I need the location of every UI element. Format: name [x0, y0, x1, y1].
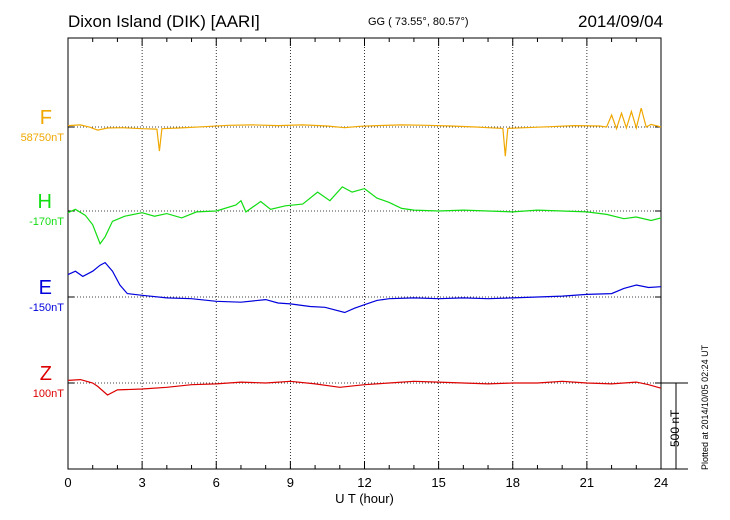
x-tick-label: 15	[431, 475, 445, 490]
series-line-e	[67, 261, 662, 314]
component-baseline-f: 58750nT	[20, 132, 64, 144]
series-group	[67, 107, 662, 396]
x-axis-label: U T (hour)	[335, 491, 394, 506]
series-line-h	[67, 186, 662, 245]
x-tick-label: 18	[506, 475, 520, 490]
component-name-f: F	[39, 107, 52, 129]
plot-date: 2014/09/04	[578, 12, 664, 31]
series-line-z	[67, 378, 662, 396]
component-name-z: Z	[39, 363, 52, 385]
x-tick-label: 0	[64, 475, 71, 490]
component-baseline-h: -170nT	[29, 216, 64, 228]
station-title: Dixon Island (DIK) [AARI]	[68, 12, 260, 31]
component-baseline-e: -150nT	[29, 302, 64, 314]
plotted-note: Plotted at 2014/10/05 02:24 UT	[700, 344, 710, 470]
x-tick-label: 6	[213, 475, 220, 490]
component-baseline-z: 100nT	[32, 388, 64, 400]
scale-bar-label: 500 nT	[668, 409, 682, 447]
x-tick-label: 3	[139, 475, 146, 490]
plot-grid	[141, 38, 588, 469]
series-line-f	[67, 107, 662, 157]
x-tick-label: 24	[654, 475, 668, 490]
x-tick-label: 21	[580, 475, 594, 490]
component-name-e: E	[38, 277, 52, 299]
x-tick-group: 0 3 6 9 12 15 18 21 24 U T (hour)	[64, 38, 668, 506]
station-coordinates: GG ( 73.55°, 80.57°)	[368, 16, 469, 28]
scale-bar	[661, 382, 688, 470]
x-tick-label: 12	[357, 475, 371, 490]
x-tick-label: 9	[287, 475, 294, 490]
component-name-h: H	[37, 191, 52, 213]
